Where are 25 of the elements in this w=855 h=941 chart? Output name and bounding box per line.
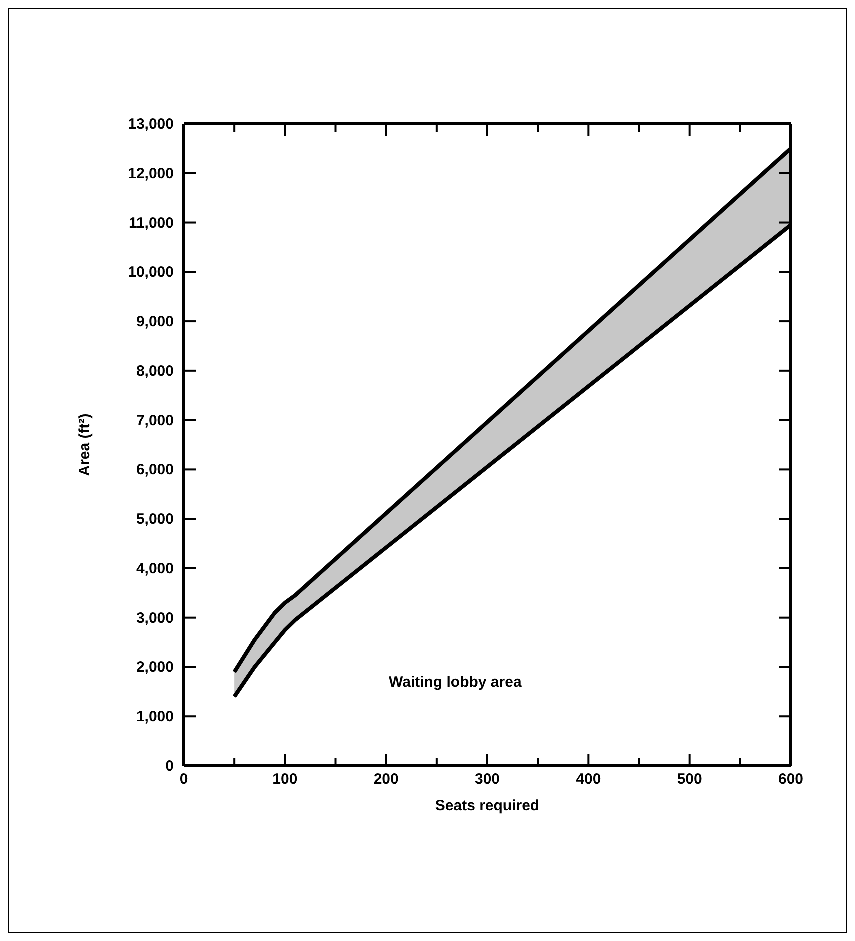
x-tick-label: 200 [374,771,399,788]
y-tick-label: 6,000 [136,462,174,479]
y-tick-label: 13,000 [128,116,174,133]
x-tick-label: 400 [576,771,602,788]
x-tick-label: 600 [778,771,804,788]
y-tick-label: 3,000 [136,610,174,627]
y-tick-label: 5,000 [136,511,174,528]
x-tick-label: 0 [180,771,188,788]
x-axis-title: Seats required [435,798,540,815]
y-tick-label: 10,000 [128,264,174,282]
y-tick-label: 9,000 [136,314,174,331]
y-tick-label: 11,000 [128,214,174,232]
y-tick-label: 8,000 [136,362,174,380]
x-tick-label: 500 [677,771,702,788]
y-tick-label: 1,000 [136,708,174,726]
y-axis-title: Area (ft²) [76,414,94,476]
annotation: Waiting lobby area [389,674,522,691]
y-tick-label: 12,000 [128,165,174,182]
page-frame: 0 100 200 300 400 500 600 Seats required 0 1,000 2,000 3,000 4,000 5,000 6,000 7,000 8,000 9,000 10,000 11,000 12,000 13,000 Area (ft²) Waiting lobby area [8,8,847,933]
x-tick-label: 100 [272,771,298,788]
y-tick-label: 0 [166,758,174,775]
y-tick-label: 4,000 [136,560,174,578]
x-tick-label: 300 [474,771,500,788]
y-tick-label: 7,000 [136,412,174,430]
y-tick-label: 2,000 [136,659,174,676]
